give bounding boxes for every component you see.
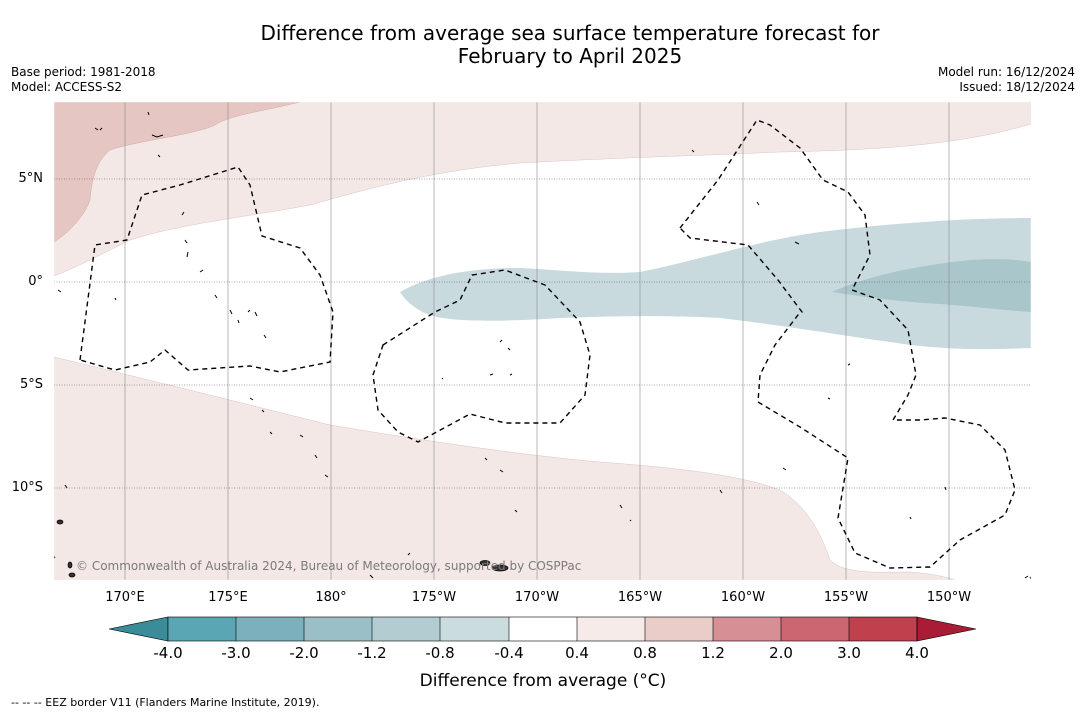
- lon-label-150w: 150°W: [926, 590, 972, 605]
- colorbar-tick: 2.0: [769, 644, 793, 662]
- colorbar-segment-1: [168, 617, 236, 641]
- colorbar-segment-6: [509, 617, 577, 641]
- colorbar-tick: -4.0: [153, 644, 183, 662]
- lat-label-5s: 5°S: [19, 377, 43, 392]
- base-period-text: Base period: 1981-2018: [11, 65, 156, 79]
- lon-label-155w: 155°W: [823, 590, 869, 605]
- warm-anomaly-north: [54, 102, 1031, 277]
- colorbar-segment-7: [577, 617, 645, 641]
- colorbar-tick: 0.4: [565, 644, 589, 662]
- colorbar-tick: -0.4: [494, 644, 524, 662]
- lon-label-170e: 170°E: [105, 590, 145, 605]
- issued-text: Issued: 18/12/2024: [959, 80, 1075, 94]
- lon-label-160w: 160°W: [720, 590, 766, 605]
- colorbar-segment-11: [849, 617, 917, 641]
- model-run-text: Model run: 16/12/2024: [937, 65, 1075, 79]
- colorbar: [108, 616, 977, 642]
- colorbar-segment-4: [372, 617, 440, 641]
- colorbar-segment-min: [108, 616, 169, 642]
- chart-title-line1: Difference from average sea surface temp…: [260, 21, 880, 45]
- colorbar-segment-5: [440, 617, 509, 641]
- colorbar-segment-10: [781, 617, 849, 641]
- lon-label-175e: 175°E: [208, 590, 248, 605]
- colorbar-tick: -0.8: [425, 644, 455, 662]
- lat-label-0: 0°: [28, 274, 43, 289]
- colorbar-tick: -2.0: [289, 644, 319, 662]
- chart-title-line2: February to April 2025: [457, 44, 683, 68]
- colorbar-tick: 4.0: [905, 644, 929, 662]
- colorbar-segment-9: [713, 617, 781, 641]
- colorbar-segment-3: [304, 617, 372, 641]
- copyright-text: © Commonwealth of Australia 2024, Bureau…: [76, 559, 582, 573]
- colorbar-tick: 0.8: [633, 644, 657, 662]
- lon-label-165w: 165°W: [617, 590, 663, 605]
- cool-anomaly-core: [832, 259, 1031, 312]
- cool-anomaly-equatorial: [400, 218, 1031, 350]
- lat-label-5n: 5°N: [18, 171, 44, 186]
- colorbar-segment-max: [916, 616, 977, 642]
- colorbar-tick: -1.2: [357, 644, 387, 662]
- lon-label-175w: 175°W: [411, 590, 457, 605]
- eez-border-phoenix: [372, 269, 591, 443]
- warm-anomaly-south: [54, 356, 956, 580]
- model-text: Model: ACCESS-S2: [11, 80, 123, 94]
- lon-label-170w: 170°W: [514, 590, 560, 605]
- lon-label-180: 180°: [315, 590, 347, 605]
- lat-label-10s: 10°S: [11, 480, 43, 495]
- colorbar-segment-2: [236, 617, 304, 641]
- colorbar-tick: 3.0: [837, 644, 861, 662]
- eez-footnote: -- -- -- EEZ border V11 (Flanders Marine…: [11, 696, 320, 709]
- colorbar-tick: -3.0: [221, 644, 251, 662]
- colorbar-segment-8: [645, 617, 713, 641]
- sst-anomaly-map: [54, 102, 1031, 580]
- eez-border-line-islands: [679, 119, 1016, 569]
- colorbar-label: Difference from average (°C): [419, 671, 667, 691]
- warm-anomaly-north-stronger: [54, 102, 301, 243]
- colorbar-tick: 1.2: [701, 644, 725, 662]
- eez-border-kiribati-gilberts: [79, 166, 334, 373]
